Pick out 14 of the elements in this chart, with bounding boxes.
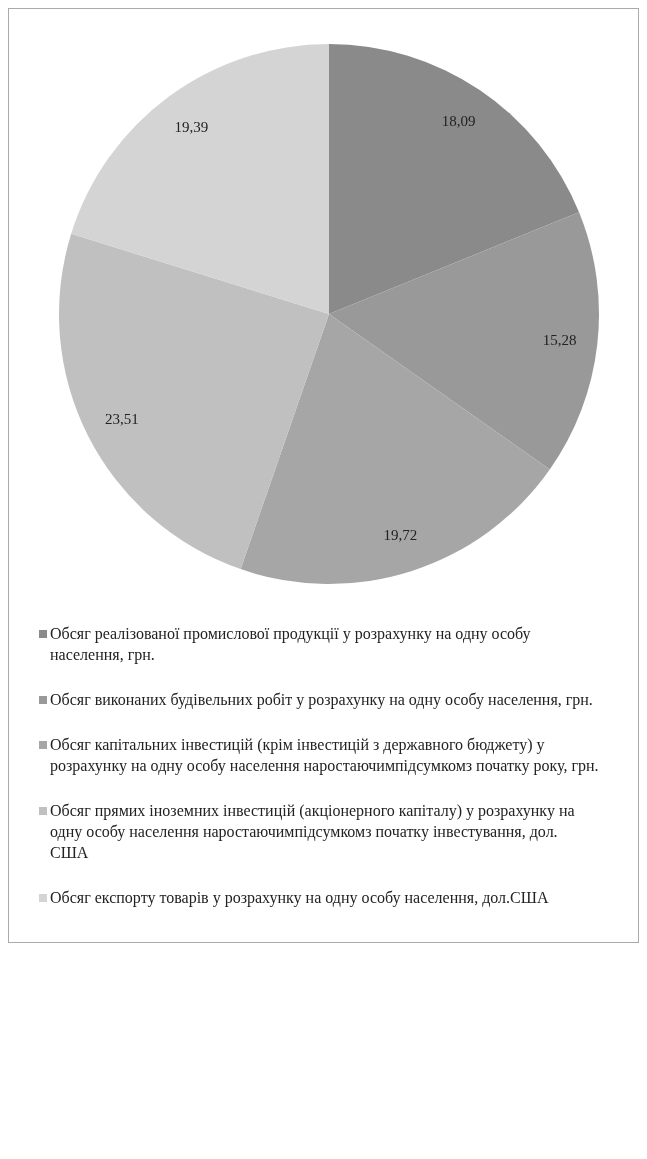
data-label: 15,28: [542, 332, 577, 349]
data-label: 18,09: [441, 113, 476, 130]
legend-label: Обсяг виконаних будівельних робіт у розрахунку на одну особу населення, грн.: [50, 690, 593, 710]
legend-label: Обсяг експорту товарів у розрахунку на одну особу населення, дол.США: [50, 888, 549, 908]
data-label: 19,39: [174, 119, 209, 136]
legend-label: Обсяг прямих іноземних інвестицій (акціонерного капіталу) у розрахунку на одну особу населення наростаючимпідсумкомз початку інвестування, дол. США: [50, 801, 576, 863]
data-label: 19,72: [383, 527, 418, 543]
pie-slice: [71, 44, 329, 314]
legend-label: Обсяг реалізованої промислової продукції у розрахунку на одну особу населення, грн.: [50, 624, 532, 665]
legend-label: Обсяг капітальних інвестицій (крім інвестицій з державного бюджету) у розрахунку на одну особу населення наростаючимпідсумкомз початку року, грн.: [50, 735, 599, 776]
data-label: 23,51: [104, 410, 139, 427]
pie-slice: [329, 212, 599, 470]
pie-slice: [59, 233, 329, 570]
pie-slice: [329, 44, 580, 314]
